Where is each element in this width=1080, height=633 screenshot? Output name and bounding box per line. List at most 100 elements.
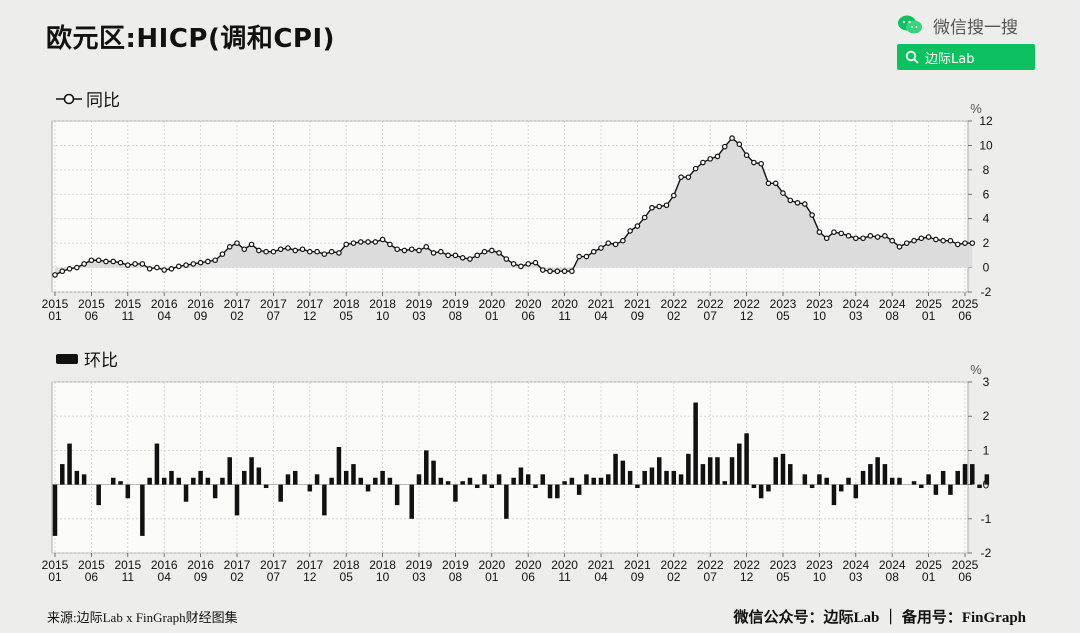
x-tick-year: 2024 xyxy=(842,297,869,311)
mom-bar xyxy=(897,477,902,485)
mom-bar xyxy=(263,484,269,489)
mom-bar xyxy=(198,470,203,485)
mom-bar xyxy=(620,460,626,485)
yoy-data-point xyxy=(518,263,524,270)
x-tick-year: 2020 xyxy=(515,297,542,311)
mom-bar xyxy=(52,484,58,536)
x-tick-month: 11 xyxy=(122,309,135,323)
yoy-data-point xyxy=(270,248,277,255)
mom-bar xyxy=(707,457,713,485)
x-tick-year: 2017 xyxy=(260,297,287,311)
yoy-data-point xyxy=(226,244,233,250)
x-tick-month: 02 xyxy=(667,309,681,323)
mom-bar xyxy=(838,484,844,492)
x-tick-month: 10 xyxy=(376,309,390,323)
mom-bar xyxy=(729,457,735,485)
yoy-data-point xyxy=(467,256,473,262)
x-tick-year: 2017 xyxy=(224,297,251,311)
yoy-data-point xyxy=(969,240,976,246)
yoy-data-point xyxy=(707,156,714,162)
x-tick-month: 12 xyxy=(740,570,754,584)
mom-bar xyxy=(292,470,298,485)
yoy-data-point xyxy=(532,259,539,266)
mom-bar xyxy=(948,484,953,495)
yoy-data-point xyxy=(263,248,269,255)
mom-bar xyxy=(853,484,859,499)
mom-bar xyxy=(722,481,728,485)
yoy-data-point xyxy=(780,190,786,196)
mom-bar xyxy=(889,477,895,485)
y-tick-label: 4 xyxy=(983,212,990,226)
mom-panel: 2015012015062015112016042016092017022017… xyxy=(42,362,992,584)
x-tick-year: 2020 xyxy=(551,297,578,311)
mom-bar xyxy=(751,484,757,489)
x-tick-year: 2021 xyxy=(624,297,651,311)
yoy-data-point xyxy=(481,248,488,255)
mom-bar xyxy=(278,484,283,502)
mom-bar xyxy=(875,457,880,485)
mom-bar xyxy=(161,477,167,485)
wechat-search-brand[interactable]: 微信搜一搜 xyxy=(897,12,1037,38)
yoy-data-point xyxy=(452,252,459,259)
yoy-data-point xyxy=(190,261,197,267)
mom-bar xyxy=(868,464,873,485)
mom-bar xyxy=(242,470,247,485)
legend-mom-label: 环比 xyxy=(84,351,118,371)
yoy-data-point xyxy=(321,251,328,257)
x-tick-year: 2021 xyxy=(588,558,615,572)
yoy-data-point xyxy=(503,256,510,262)
x-tick-year: 2024 xyxy=(879,558,906,572)
yoy-data-point xyxy=(874,234,881,240)
mom-bar xyxy=(118,481,123,485)
x-tick-year: 2015 xyxy=(42,297,69,311)
mom-bar xyxy=(758,484,764,499)
yoy-data-point xyxy=(940,237,946,244)
yoy-data-point xyxy=(343,241,350,248)
yoy-data-point xyxy=(525,261,532,267)
mom-bar xyxy=(860,470,866,485)
x-tick-month: 01 xyxy=(48,309,62,323)
mom-bar xyxy=(926,474,931,485)
yoy-data-point xyxy=(656,203,663,210)
yoy-data-point xyxy=(539,267,546,273)
x-tick-month: 03 xyxy=(849,570,863,584)
mom-bar xyxy=(329,477,334,485)
yoy-data-point xyxy=(670,192,677,199)
mom-bar xyxy=(220,477,225,485)
yoy-data-point xyxy=(183,262,189,268)
yoy-data-point xyxy=(379,236,386,243)
mom-bar xyxy=(569,477,575,485)
x-tick-year: 2023 xyxy=(770,558,797,572)
x-tick-month: 09 xyxy=(194,570,208,584)
x-tick-month: 02 xyxy=(230,570,244,584)
mom-bar xyxy=(824,477,829,485)
yoy-data-point xyxy=(598,245,604,251)
search-button[interactable]: 边际Lab xyxy=(897,44,1035,70)
x-tick-year: 2021 xyxy=(624,558,651,572)
mom-bar xyxy=(525,474,531,485)
mom-bar xyxy=(474,484,480,489)
mom-bar xyxy=(147,477,152,485)
x-tick-year: 2015 xyxy=(42,558,69,572)
yoy-data-point xyxy=(729,135,735,141)
legend-yoy-label: 同比 xyxy=(86,91,120,111)
yoy-data-point xyxy=(372,239,379,245)
mom-bar xyxy=(110,477,116,485)
yoy-data-point xyxy=(438,248,444,255)
mom-bar xyxy=(322,484,327,516)
brand-name: 微信搜一搜 xyxy=(933,17,1018,38)
yoy-data-point xyxy=(714,153,721,160)
mom-bar xyxy=(911,481,917,485)
mom-bar xyxy=(744,433,749,485)
yoy-data-point xyxy=(88,257,95,264)
x-tick-month: 01 xyxy=(922,309,936,323)
x-tick-year: 2017 xyxy=(224,558,251,572)
mom-bar xyxy=(416,474,422,485)
yoy-data-point xyxy=(954,241,961,248)
mom-bar xyxy=(766,484,771,492)
x-tick-month: 04 xyxy=(158,309,172,323)
x-tick-month: 11 xyxy=(558,570,571,584)
x-tick-month: 10 xyxy=(813,570,827,584)
yoy-data-point xyxy=(947,237,954,244)
y-tick-label: 3 xyxy=(983,375,990,389)
